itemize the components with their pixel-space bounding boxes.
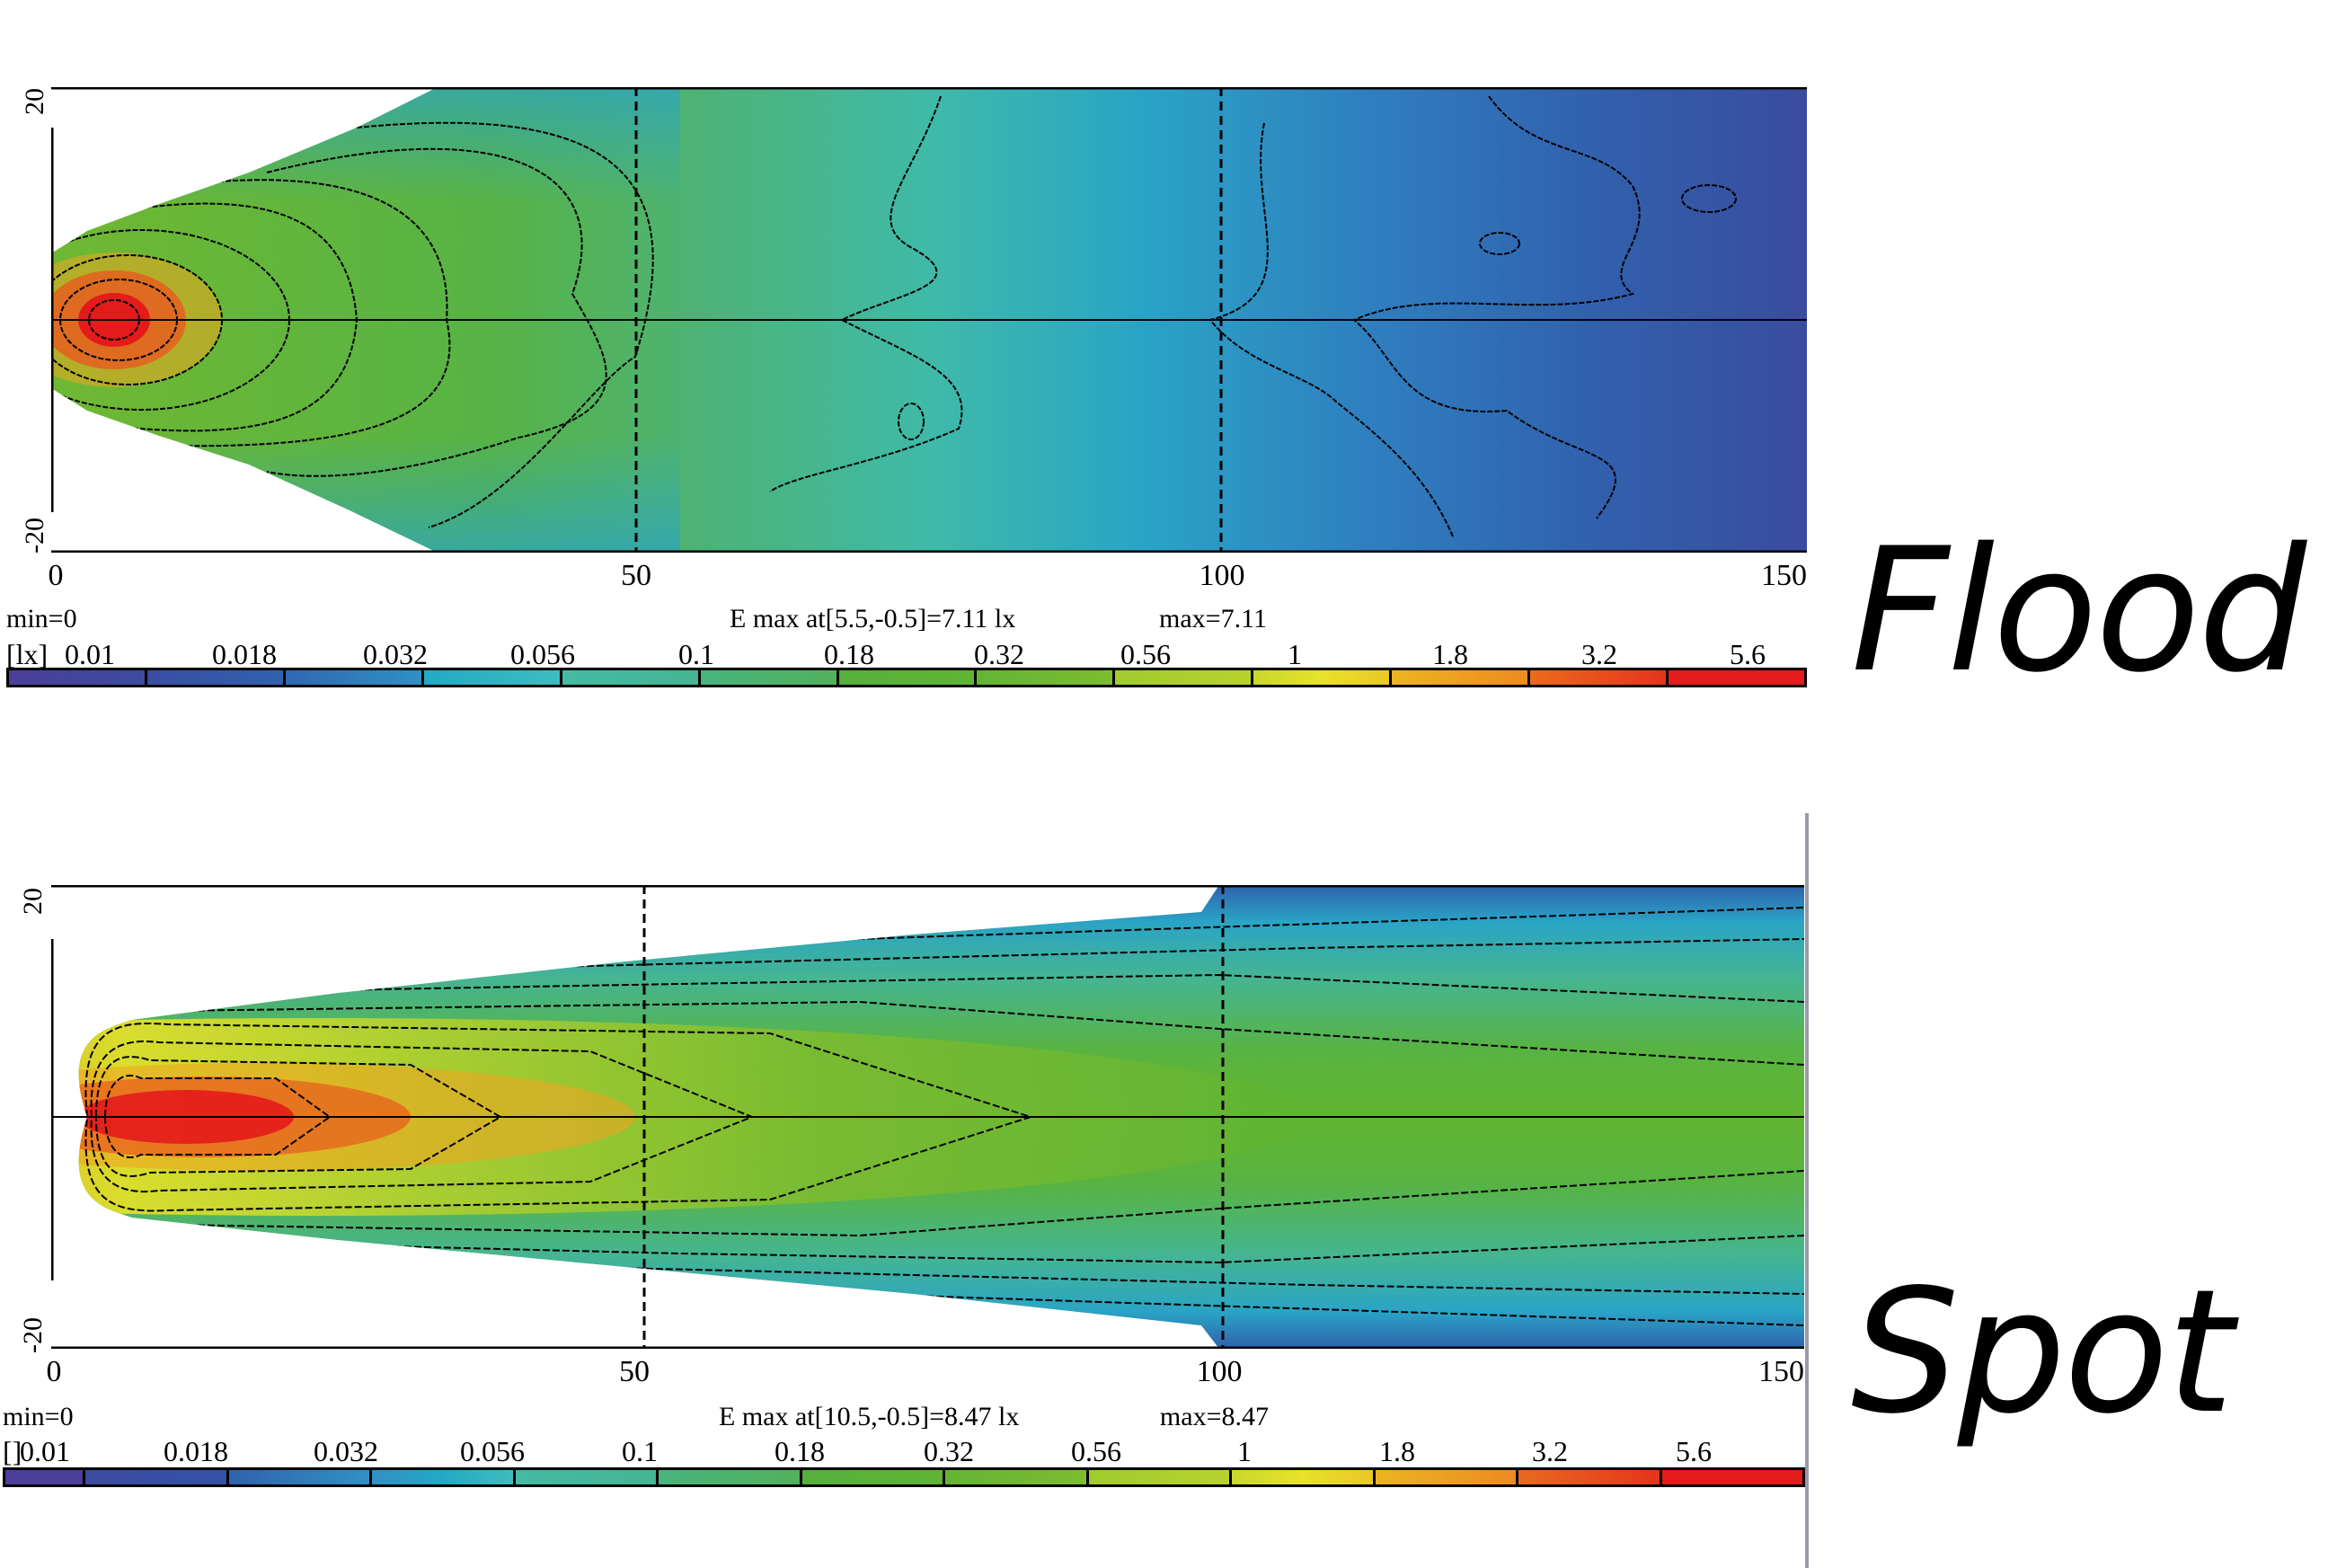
flood-x-tick-0: 0 [48,559,64,592]
flood-colorbar-seg [562,670,701,685]
spot-level-9: 1.8 [1379,1435,1415,1467]
spot-colorbar-seg [801,1470,946,1484]
spot-x-tick-50: 50 [619,1355,650,1388]
spot-min-label: min=0 [3,1402,74,1431]
spot-level-4: 0.1 [622,1435,658,1467]
flood-level-11: 5.6 [1730,638,1766,670]
spot-level-6: 0.32 [924,1435,974,1467]
flood-colorbar-seg [423,670,562,685]
flood-level-2: 0.032 [363,638,428,670]
spot-level-5: 0.18 [775,1435,825,1467]
flood-colorbar-seg [1392,670,1531,685]
flood-colorbar-seg [977,670,1116,685]
flood-colorbar-seg [1253,670,1393,685]
flood-emax-label: E max at[5.5,-0.5]=7.11 lx [730,604,1016,633]
spot-emax-label: E max at[10.5,-0.5]=8.47 lx [719,1402,1020,1431]
flood-level-7: 0.56 [1120,638,1171,670]
spot-level-8: 1 [1237,1435,1252,1467]
flood-colorbar-seg [838,670,978,685]
spot-y-tick-top: 20 [18,888,48,915]
flood-colorbar-seg [9,670,147,685]
flood-colorbar-seg [1530,670,1669,685]
flood-level-8: 1 [1288,638,1302,670]
spot-panel: 20 -20 [3,885,1805,1487]
flood-max-label: max=7.11 [1159,604,1267,633]
flood-level-9: 1.8 [1432,638,1468,670]
flood-level-3: 0.056 [510,638,575,670]
spot-colorbar-seg [5,1470,86,1484]
flood-unit-label: [lx] [6,638,49,670]
flood-colorbar-seg [285,670,424,685]
spot-max-label: max=8.47 [1159,1402,1269,1431]
flood-min-label: min=0 [6,604,77,633]
flood-colorbar [6,668,1807,687]
spot-colorbar-seg [945,1470,1089,1484]
flood-level-1: 0.018 [212,638,277,670]
spot-title: Spot [1851,1253,2234,1451]
spot-level-10: 3.2 [1532,1435,1568,1467]
flood-level-10: 3.2 [1581,638,1617,670]
vertical-divider [1805,813,1809,1568]
flood-colorbar-seg [1669,670,1804,685]
spot-plot-area [51,885,1804,1349]
flood-colorbar-seg [700,670,839,685]
spot-colorbar-seg [85,1470,229,1484]
spot-y-tick-bottom: -20 [18,1317,48,1353]
spot-colorbar-seg [659,1470,802,1484]
spot-level-1: 0.018 [164,1435,228,1467]
spot-unit-label: [] [3,1435,22,1467]
flood-level-0: 0.01 [65,638,115,670]
flood-level-6: 0.32 [974,638,1024,670]
spot-colorbar-seg [515,1470,660,1484]
flood-title: Flood [1851,511,2306,710]
spot-colorbar-seg [1232,1470,1376,1484]
flood-level-5: 0.18 [824,638,874,670]
spot-colorbar [3,1467,1805,1487]
flood-level-4: 0.1 [678,638,714,670]
flood-colorbar-seg [146,670,286,685]
spot-colorbar-seg [1661,1470,1803,1484]
flood-x-tick-100: 100 [1199,559,1245,592]
spot-level-3: 0.056 [460,1435,525,1467]
flood-x-tick-50: 50 [621,559,651,592]
spot-level-2: 0.032 [314,1435,378,1467]
flood-x-tick-150: 150 [1761,559,1807,592]
spot-level-7: 0.56 [1071,1435,1121,1467]
spot-colorbar-seg [1518,1470,1662,1484]
flood-panel: 20 -20 [0,0,1815,710]
flood-heatmap [51,87,1807,553]
spot-heatmap [51,885,1804,1349]
spot-level-11: 5.6 [1676,1435,1712,1467]
spot-colorbar-seg [228,1470,373,1484]
spot-x-tick-0: 0 [46,1355,62,1388]
flood-colorbar-seg [1115,670,1254,685]
spot-x-tick-150: 150 [1758,1355,1804,1388]
spot-colorbar-seg [1088,1470,1233,1484]
spot-x-tick-100: 100 [1196,1355,1243,1388]
spot-colorbar-seg [372,1470,516,1484]
spot-level-0: 0.01 [20,1435,70,1467]
spot-colorbar-seg [1375,1470,1519,1484]
flood-plot-area [51,87,1807,553]
